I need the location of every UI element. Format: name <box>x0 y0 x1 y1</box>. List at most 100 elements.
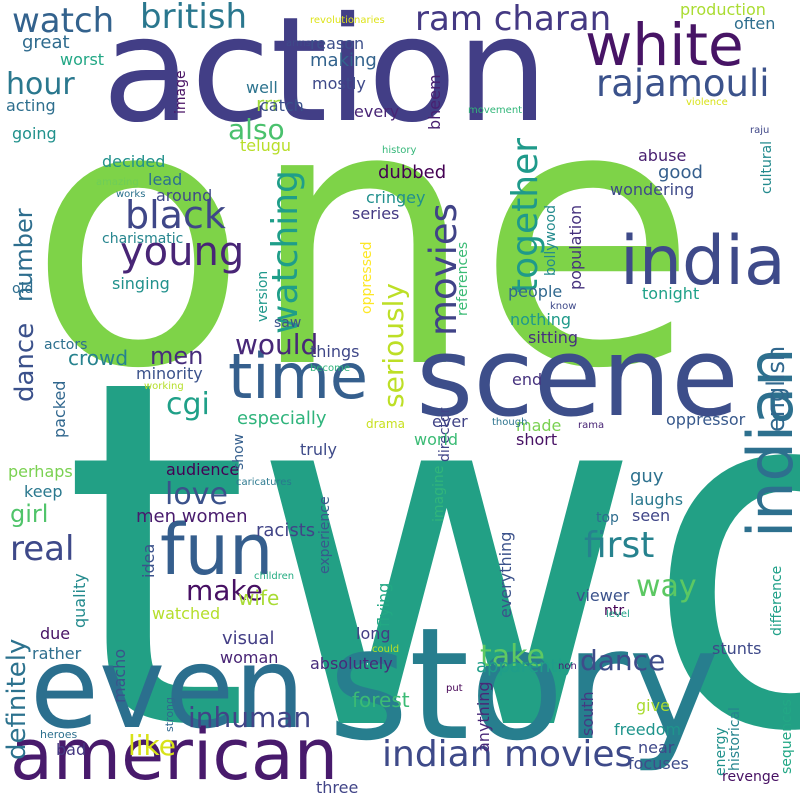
word-making: making <box>310 50 377 71</box>
word-three: three <box>316 778 359 797</box>
word-catch: catch <box>260 96 304 115</box>
word-world: world <box>414 430 459 449</box>
word-girl: girl <box>10 500 49 528</box>
word-guy: guy <box>630 466 664 487</box>
word-end: end <box>512 370 543 389</box>
word-black: black <box>125 193 226 237</box>
word-dance-left: dance <box>10 322 40 402</box>
word-know: know <box>550 301 577 312</box>
word-lead: lead <box>148 170 183 189</box>
word-saw: saw <box>274 315 302 331</box>
word-inhuman: inhuman <box>188 701 312 734</box>
word-production: production <box>680 0 766 19</box>
word-long: long <box>356 624 391 643</box>
word-oppressed: oppressed <box>359 241 375 315</box>
word-ram-charan: ram charan <box>415 0 612 39</box>
word-wondering: wondering <box>610 180 695 199</box>
word-men-women: men women <box>136 506 248 527</box>
word-dance-right: dance <box>580 644 666 677</box>
word-bollywood: bollywood <box>543 205 559 276</box>
word-stunts: stunts <box>712 639 762 658</box>
word-worst: worst <box>60 50 105 69</box>
word-well: well <box>246 78 278 97</box>
word-truly: truly <box>300 440 337 459</box>
word-sequences: sequences <box>779 699 795 774</box>
word-imagine: imagine <box>431 465 447 522</box>
word-american: american <box>10 714 339 796</box>
word-like: like <box>128 729 177 762</box>
word-short: short <box>516 430 558 449</box>
word-british: british <box>140 0 248 37</box>
word-drama: drama <box>366 417 405 431</box>
word-dubbed: dubbed <box>378 162 447 183</box>
word-audience: audience <box>166 460 240 479</box>
word-hour: hour <box>6 67 75 102</box>
word-revolutionaries: revolutionaries <box>310 15 385 26</box>
word-level: level <box>606 609 630 620</box>
word-seriously: seriously <box>377 283 410 408</box>
word-amazing: amazing <box>96 177 139 188</box>
word-children: children <box>254 571 295 582</box>
word-minority: minority <box>136 364 203 383</box>
word-macho: macho <box>110 648 129 703</box>
word-watching: watching <box>265 170 306 334</box>
word-going: going <box>12 124 57 143</box>
word-one: one <box>28 28 698 447</box>
word-keep: keep <box>24 482 63 501</box>
word-laughs: laughs <box>630 490 684 509</box>
word-focuses: focuses <box>628 754 689 773</box>
word-india: india <box>620 222 786 301</box>
word-take: take <box>480 639 545 674</box>
word-near: near <box>638 738 675 757</box>
word-reason: reason <box>310 34 365 53</box>
word-telugu: telugu <box>240 136 291 155</box>
word-mostly: mostly <box>312 74 366 93</box>
word-rather: rather <box>32 644 82 663</box>
word-made: made <box>516 416 562 435</box>
word-young: young <box>120 229 245 275</box>
word-indian-movies: indian movies <box>382 734 634 775</box>
word-also: also <box>228 113 285 146</box>
word-visual: visual <box>222 628 275 649</box>
word-singing: singing <box>112 274 170 293</box>
word-english: english <box>762 345 790 432</box>
word-seen: seen <box>632 506 671 525</box>
word-watch: watch <box>12 1 115 41</box>
word-every: every <box>354 102 400 121</box>
word-things: things <box>310 342 360 361</box>
word-real: real <box>10 529 75 569</box>
word-together: together <box>505 137 546 293</box>
word-people: people <box>508 282 563 301</box>
word-raju: raju <box>750 125 770 136</box>
word-way: way <box>636 569 697 604</box>
word-white: white <box>585 11 744 79</box>
word-charismatic: charismatic <box>102 231 184 247</box>
word-image: image <box>173 70 189 114</box>
word-heroes: heroes <box>40 728 78 741</box>
word-strong: strong <box>163 696 176 732</box>
word-cgi: cgi <box>166 387 210 422</box>
word-actors: actors <box>44 337 88 353</box>
word-anything: anything <box>474 681 493 752</box>
word-experience: experience <box>317 496 333 574</box>
word-caricatures: caricatures <box>236 477 292 488</box>
word-ever: ever <box>432 412 468 431</box>
word-bad: bad <box>56 740 87 759</box>
word-often: often <box>734 14 776 33</box>
word-revenge: revenge <box>722 769 780 785</box>
word-decided: decided <box>102 152 166 171</box>
word-racists: racists <box>256 520 316 541</box>
word-flying: flying <box>374 582 393 627</box>
word-idea: idea <box>139 543 158 578</box>
word-apparently: apparently <box>476 656 574 677</box>
word-could: could <box>372 644 400 655</box>
word-old: old <box>12 281 34 297</box>
word-arms: arms <box>286 38 312 49</box>
word-rajamouli: rajamouli <box>596 62 770 105</box>
word-show: show <box>231 433 247 470</box>
word-become: become <box>310 363 351 374</box>
word-would: would <box>235 328 319 361</box>
word-series: series <box>352 204 400 223</box>
word-ntr: ntr <box>604 603 625 619</box>
